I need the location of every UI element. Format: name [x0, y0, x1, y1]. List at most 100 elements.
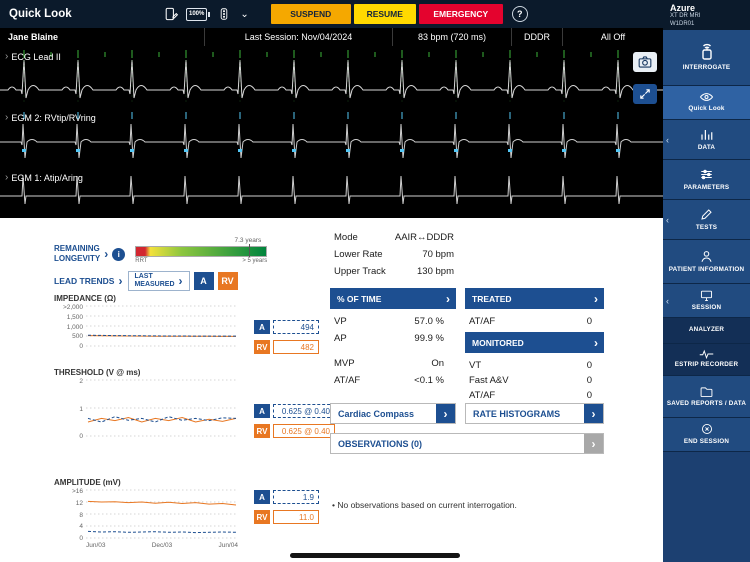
programmer-tablet-icon	[165, 7, 179, 21]
ecg-lead-1-label[interactable]: ECG Lead II	[5, 51, 61, 62]
rv-chip: RV	[254, 510, 270, 524]
vt-row: VT 0	[469, 360, 592, 371]
fast-av-row: Fast A&V 0	[469, 375, 592, 386]
mode-row: Mode AAIR↔DDDR	[334, 232, 454, 243]
sidebar-item-patient-information[interactable]: PATIENT INFORMATION	[663, 240, 750, 284]
sidebar-item-analyzer[interactable]: ANALYZER	[663, 318, 750, 344]
monitored-ataf-row: AT/AF 0	[469, 390, 592, 401]
monitored-button[interactable]: MONITORED	[465, 332, 604, 353]
threshold-title: THRESHOLD (V @ ms)	[54, 368, 141, 377]
scale-max-label: > 5 years	[242, 258, 268, 264]
vp-row: VP 57.0 %	[334, 316, 444, 327]
tests-icon	[701, 209, 712, 220]
percent-of-time-button[interactable]: % OF TIME	[330, 288, 456, 309]
a-chip: A	[254, 320, 270, 334]
sidebar-item-quick-look[interactable]: Quick Look	[663, 86, 750, 120]
status-icons: 100% ⌄	[163, 6, 249, 22]
chevron-right-icon	[5, 51, 8, 62]
longevity-value: 7.3 years	[234, 237, 262, 244]
threshold-sparkline	[86, 379, 238, 437]
chevron-right-icon	[118, 274, 122, 288]
ap-row: AP 99.9 %	[334, 333, 444, 344]
impedance-a-value: 494	[273, 320, 319, 334]
chevron-right-icon	[179, 274, 183, 288]
amplitude-a-value: 1.9	[273, 490, 319, 504]
snapshot-button[interactable]	[633, 52, 657, 72]
amplitude-chart: >16 12 8 4 0	[52, 488, 238, 542]
ecg-lead-2-label[interactable]: EGM 2: RVtip/RVring	[5, 112, 95, 123]
trend-xaxis: Jun/03 Dec/03 Jun/04	[86, 542, 238, 549]
ecg-lead-3-label[interactable]: EGM 1: Atip/Aring	[5, 172, 83, 183]
folder-icon	[700, 387, 713, 397]
device-info: Azure XT DR MRI W1DR01	[663, 0, 750, 30]
observations-button[interactable]: OBSERVATIONS (0)	[330, 433, 604, 454]
threshold-a-value: 0.625 @ 0.40	[273, 404, 335, 418]
chevron-down-icon[interactable]: ⌄	[240, 8, 249, 20]
sidebar-item-data[interactable]: DATA	[663, 120, 750, 160]
chevron-left-icon	[666, 135, 669, 145]
estrip-icon	[699, 349, 714, 360]
impedance-title: IMPEDANCE (Ω)	[54, 294, 116, 303]
device-brand: Azure	[670, 3, 696, 13]
chevron-right-icon	[436, 404, 455, 423]
rate-histograms-button[interactable]: RATE HISTOGRAMS	[465, 403, 604, 424]
lead-trends-label[interactable]: LEAD TRENDS	[54, 276, 115, 286]
therapy-buttons: SUSPEND RESUME EMERGENCY	[270, 4, 503, 24]
lower-rate-row: Lower Rate 70 bpm	[334, 249, 454, 260]
data-icon	[701, 129, 713, 140]
sidebar-item-parameters[interactable]: PARAMETERS	[663, 160, 750, 200]
a-channel-toggle[interactable]: A	[193, 272, 214, 290]
longevity-marker	[248, 244, 251, 257]
top-bar: Quick Look 100% ⌄ SUSPEND RESUME EMERGEN…	[0, 0, 663, 28]
expand-button[interactable]	[633, 84, 657, 104]
treated-button[interactable]: TREATED	[465, 288, 604, 309]
patient-icon	[701, 250, 712, 262]
session-icon	[700, 290, 713, 301]
last-measured-button[interactable]: LAST MEASURED	[128, 270, 190, 292]
threshold-a-row: A 0.625 @ 0.40	[254, 404, 335, 418]
impedance-sparkline	[86, 305, 238, 347]
heart-rate: 83 bpm (720 ms)	[392, 28, 511, 46]
amplitude-rv-value: 11.0	[273, 510, 319, 524]
longevity-gradient-bar	[135, 246, 268, 257]
chevron-right-icon	[584, 404, 603, 423]
chevron-left-icon	[666, 215, 669, 225]
amplitude-title: AMPLITUDE (mV)	[54, 478, 121, 487]
amplitude-a-row: A 1.9	[254, 490, 319, 504]
device-model: XT DR MRI	[670, 13, 701, 19]
remaining-longevity-label[interactable]: REMAINING LONGEVITY	[54, 244, 101, 263]
impedance-yaxis: >2,000 1,500 1,000 500 0	[62, 304, 83, 350]
amplitude-sparkline	[86, 489, 238, 539]
home-indicator[interactable]	[290, 553, 460, 558]
device-serial: W1DR01	[670, 20, 695, 27]
sidebar-item-tests[interactable]: TESTS	[663, 200, 750, 240]
sidebar-item-session[interactable]: SESSION	[663, 284, 750, 318]
resume-button[interactable]: RESUME	[353, 4, 416, 24]
sidebar-item-interrogate[interactable]: INTERROGATE	[663, 30, 750, 86]
suspend-button[interactable]: SUSPEND	[270, 4, 351, 24]
sidebar-item-estrip-recorder[interactable]: ESTRIP RECORDER	[663, 344, 750, 376]
rv-channel-toggle[interactable]: RV	[217, 272, 238, 290]
chevron-right-icon	[5, 172, 8, 183]
parameters-icon	[701, 169, 712, 180]
emergency-button[interactable]: EMERGENCY	[418, 4, 503, 24]
cardiac-compass-button[interactable]: Cardiac Compass	[330, 403, 456, 424]
sidebar-item-saved-reports[interactable]: SAVED REPORTS / DATA	[663, 376, 750, 418]
chevron-right-icon	[104, 247, 108, 261]
battery-indicator: 100%	[186, 7, 211, 21]
ecg-area: ECG Lead II EGM 2: RVtip/RVring EGM 1: A…	[0, 46, 663, 218]
sidebar-item-end-session[interactable]: END SESSION	[663, 418, 750, 452]
impedance-chart: >2,000 1,500 1,000 500 0	[52, 304, 238, 350]
end-session-icon	[701, 424, 712, 435]
help-button[interactable]: ?	[511, 6, 528, 22]
ecg-waveforms	[0, 50, 663, 205]
observation-note: No observations based on current interro…	[332, 500, 632, 510]
info-icon[interactable]: i	[112, 247, 126, 261]
expand-icon	[640, 89, 650, 99]
